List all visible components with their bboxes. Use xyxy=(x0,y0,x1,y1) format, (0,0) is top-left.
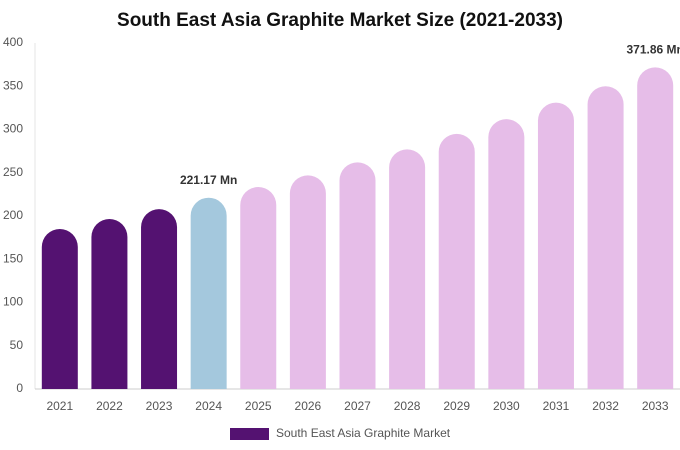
y-tick-label: 0 xyxy=(16,381,23,395)
bar xyxy=(141,209,178,389)
x-tick-label: 2032 xyxy=(592,399,619,413)
y-tick-label: 50 xyxy=(10,338,24,352)
bar xyxy=(240,187,277,389)
bar xyxy=(289,175,326,389)
legend-label: South East Asia Graphite Market xyxy=(276,426,451,440)
bar xyxy=(637,67,674,390)
x-tick-label: 2028 xyxy=(394,399,421,413)
bar xyxy=(587,86,624,389)
x-tick-label: 2029 xyxy=(443,399,470,413)
y-tick-label: 150 xyxy=(3,251,23,265)
bar xyxy=(339,162,376,389)
bar xyxy=(190,197,227,389)
value-label: 221.17 Mn xyxy=(180,173,237,187)
x-tick-label: 2026 xyxy=(295,399,322,413)
y-tick-label: 400 xyxy=(3,35,23,49)
y-tick-label: 350 xyxy=(3,78,23,92)
bar xyxy=(438,133,475,389)
y-tick-label: 200 xyxy=(3,208,23,222)
x-tick-label: 2022 xyxy=(96,399,123,413)
x-tick-label: 2033 xyxy=(642,399,669,413)
bar xyxy=(488,119,525,390)
bar xyxy=(91,219,128,389)
x-tick-label: 2021 xyxy=(46,399,73,413)
value-label: 371.86 Mn xyxy=(627,43,680,57)
x-tick-label: 2024 xyxy=(195,399,222,413)
y-tick-label: 300 xyxy=(3,122,23,136)
x-tick-label: 2030 xyxy=(493,399,520,413)
x-tick-label: 2025 xyxy=(245,399,272,413)
legend-swatch xyxy=(230,428,269,440)
x-tick-label: 2027 xyxy=(344,399,371,413)
bar xyxy=(41,228,78,389)
x-tick-label: 2023 xyxy=(146,399,173,413)
bar xyxy=(389,149,426,389)
y-tick-label: 250 xyxy=(3,165,23,179)
y-tick-label: 100 xyxy=(3,295,23,309)
bar xyxy=(537,102,574,389)
x-tick-label: 2031 xyxy=(543,399,570,413)
chart-title: South East Asia Graphite Market Size (20… xyxy=(117,10,563,31)
